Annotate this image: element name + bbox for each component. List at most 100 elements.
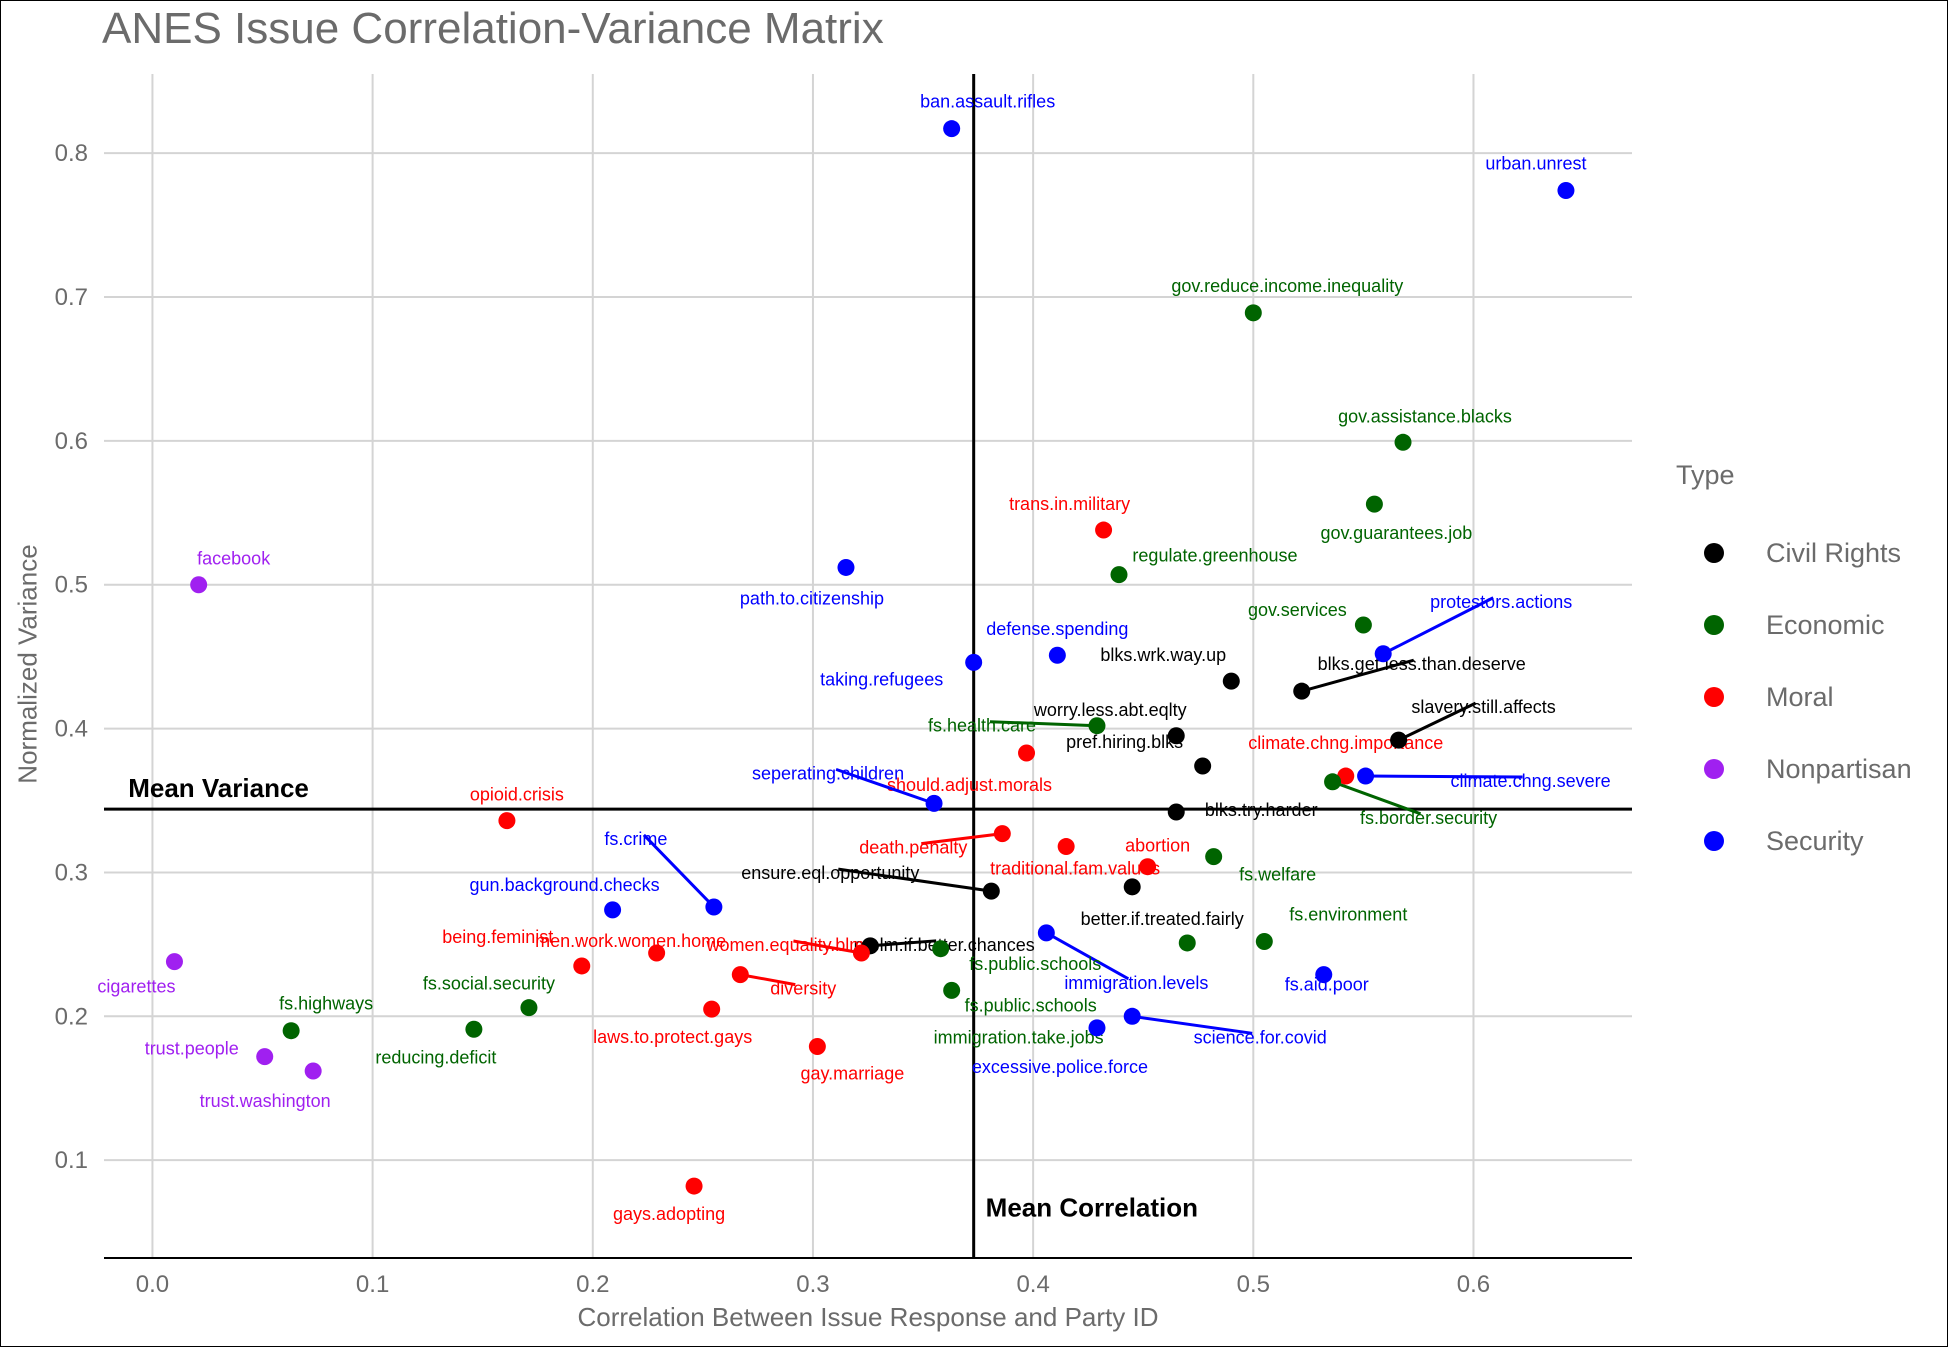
x-tick-label: 0.5 xyxy=(1237,1271,1270,1298)
data-point xyxy=(703,1000,721,1018)
data-point xyxy=(1095,521,1113,539)
legend-label: Nonpartisan xyxy=(1766,753,1912,784)
label-leader-line xyxy=(1382,596,1494,656)
data-point xyxy=(1194,757,1212,775)
point-label: gov.assistance.blacks xyxy=(1338,406,1512,426)
point-label: fs.social.security xyxy=(423,974,555,994)
point-label: trust.people xyxy=(145,1039,239,1059)
data-point xyxy=(648,944,666,962)
data-point xyxy=(520,999,538,1017)
x-tick-label: 0.1 xyxy=(356,1271,389,1298)
data-point xyxy=(1337,767,1355,785)
data-point xyxy=(837,558,855,576)
data-point xyxy=(731,966,749,984)
point-label: taking.refugees xyxy=(820,669,943,689)
x-axis-label: Correlation Between Issue Response and P… xyxy=(577,1302,1159,1332)
data-point xyxy=(1374,645,1392,663)
point-label: fs.crime xyxy=(604,829,667,849)
data-point xyxy=(1394,433,1412,451)
y-tick-label: 0.1 xyxy=(55,1147,88,1174)
data-point xyxy=(1557,182,1575,200)
y-tick-label: 0.6 xyxy=(55,428,88,455)
x-tick-label: 0.6 xyxy=(1457,1271,1490,1298)
data-point xyxy=(852,944,870,962)
legend-item: Nonpartisan xyxy=(1676,733,1912,805)
data-point xyxy=(943,120,961,138)
point-label: climate.chng.importance xyxy=(1248,733,1443,753)
data-point xyxy=(282,1022,300,1040)
legend-item: Economic xyxy=(1676,589,1912,661)
point-label: regulate.greenhouse xyxy=(1132,546,1297,566)
point-label: defense.spending xyxy=(986,619,1128,639)
data-point xyxy=(1110,566,1128,584)
point-label: gun.background.checks xyxy=(470,875,660,895)
label-leader-line xyxy=(921,832,1003,846)
label-leader-line xyxy=(1397,701,1477,742)
legend-label: Economic xyxy=(1766,609,1885,640)
point-label: fs.environment xyxy=(1289,904,1407,924)
point-label: slavery.still.affects xyxy=(1411,697,1555,717)
data-point xyxy=(1139,858,1157,876)
label-leader-line xyxy=(1301,658,1415,693)
point-label: fs.health.care xyxy=(928,716,1036,736)
point-label: gay.marriage xyxy=(801,1064,905,1084)
legend-label: Civil Rights xyxy=(1766,537,1902,568)
data-point xyxy=(1057,838,1075,856)
x-tick-label: 0.4 xyxy=(1016,1271,1049,1298)
data-point xyxy=(604,901,622,919)
data-point xyxy=(982,882,1000,900)
data-point xyxy=(1244,304,1262,322)
point-label: ban.assault.rifles xyxy=(920,92,1055,112)
data-point xyxy=(705,898,723,916)
point-label: women.equality.blm xyxy=(706,935,865,955)
data-point xyxy=(1088,717,1106,735)
point-label: excessive.police.force xyxy=(972,1057,1148,1077)
point-label: cigarettes xyxy=(97,977,175,997)
data-point xyxy=(1390,731,1408,749)
legend-items: Civil Rights Economic Moral Nonpartisan Secu… xyxy=(1676,517,1912,877)
label-leader-line xyxy=(1332,780,1422,816)
data-point xyxy=(1293,682,1311,700)
point-label: immigration.levels xyxy=(1064,973,1208,993)
point-label: path.to.citizenship xyxy=(740,588,884,608)
x-tick-label: 0.2 xyxy=(576,1271,609,1298)
point-label: fs.aid.poor xyxy=(1285,975,1369,995)
data-point xyxy=(1167,727,1185,745)
point-label: abortion xyxy=(1125,836,1190,856)
point-label: gov.reduce.income.inequality xyxy=(1171,276,1403,296)
legend-item: Security xyxy=(1676,805,1912,877)
point-label: men.work.women.home xyxy=(535,931,726,951)
point-label: death.penalty xyxy=(859,838,967,858)
y-tick-label: 0.2 xyxy=(55,1003,88,1030)
data-point xyxy=(932,940,950,958)
data-point xyxy=(1315,966,1333,984)
data-point xyxy=(943,981,961,999)
label-leader-line xyxy=(642,833,715,909)
legend-swatch xyxy=(1704,831,1724,851)
legend-item: Civil Rights xyxy=(1676,517,1912,589)
data-point xyxy=(165,953,183,971)
data-point xyxy=(1205,848,1223,866)
label-leader-line xyxy=(838,867,992,893)
data-point xyxy=(993,825,1011,843)
point-label: climate.chng.severe xyxy=(1451,771,1611,791)
label-leader-line xyxy=(1131,1014,1253,1035)
label-leader-line xyxy=(989,720,1098,728)
point-label: worry.less.abt.eqlty xyxy=(1033,700,1187,720)
legend-swatch xyxy=(1704,543,1724,563)
point-label: blks.get.less.than.deserve xyxy=(1318,654,1526,674)
data-point xyxy=(1357,767,1375,785)
y-tick-label: 0.8 xyxy=(55,140,88,167)
data-point xyxy=(1123,878,1141,896)
point-label: diversity xyxy=(770,979,836,999)
y-tick-label: 0.7 xyxy=(55,284,88,311)
point-label: pref.hiring.blks xyxy=(1066,732,1183,752)
legend-label: Security xyxy=(1766,825,1864,856)
point-label: laws.to.protect.gays xyxy=(593,1027,752,1047)
label-leader-line xyxy=(870,939,937,948)
point-label: should.adjust.morals xyxy=(887,775,1052,795)
data-point xyxy=(685,1177,703,1195)
data-point xyxy=(304,1062,322,1080)
